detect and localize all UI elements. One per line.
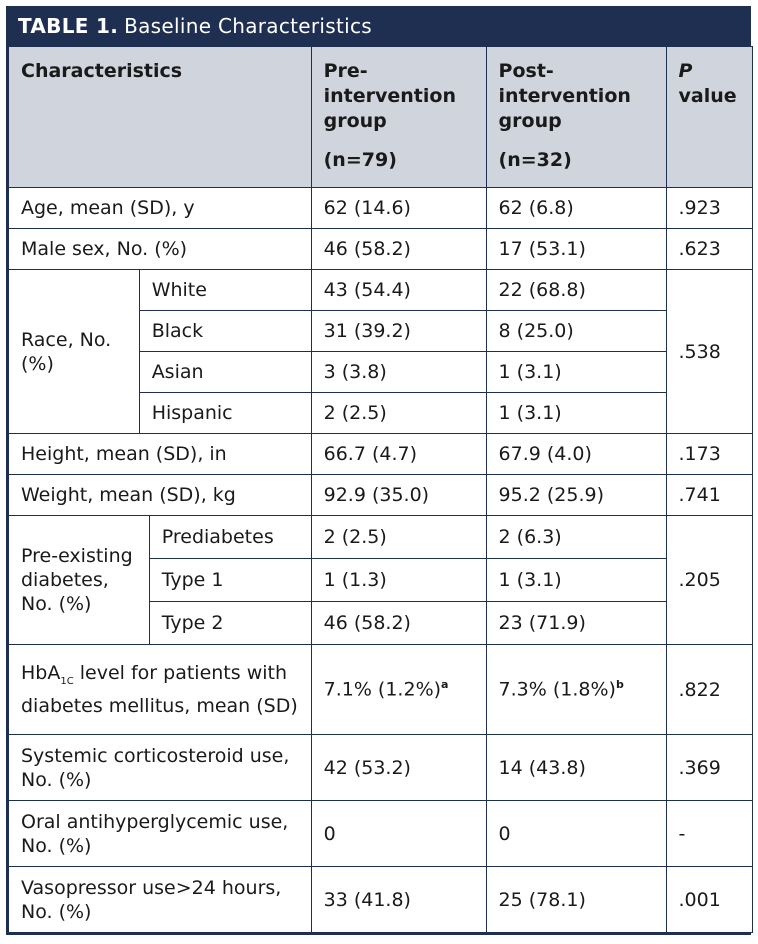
row-label: Vasopressor use>24 hours, No. (%)	[8, 866, 312, 933]
table-row: Race, No. (%) White 43 (54.4) 22 (68.8) …	[8, 269, 753, 434]
header-post-label: Post-intervention group	[498, 60, 631, 132]
row-label: Weight, mean (SD), kg	[8, 474, 312, 516]
table-row: Male sex, No. (%) 46 (58.2) 17 (53.1) .6…	[8, 228, 753, 270]
post-value: 23 (71.9)	[485, 601, 667, 645]
sub-label: Type 2	[148, 601, 312, 645]
table-row: Age, mean (SD), y 62 (14.6) 62 (6.8) .92…	[8, 187, 753, 229]
post-value: 1 (3.1)	[485, 392, 667, 434]
pre-value: 46 (58.2)	[310, 228, 487, 270]
hba1c-label-b: level for patients with diabetes mellitu…	[21, 662, 298, 717]
post-value: 14 (43.8)	[485, 734, 667, 801]
pre-value: 1 (1.3)	[310, 558, 487, 602]
table-row: Asian 3 (3.8) 1 (3.1)	[9, 351, 753, 393]
pre-value: 0	[310, 800, 487, 867]
header-characteristics: Characteristics	[8, 46, 312, 188]
sub-label: Prediabetes	[148, 515, 312, 559]
table-row: Black 31 (39.2) 8 (25.0)	[9, 310, 753, 352]
table-row: Hispanic 2 (2.5) 1 (3.1)	[9, 392, 753, 434]
table-row: Oral antihyperglycemic use, No. (%) 0 0 …	[8, 800, 753, 867]
pre-value: 2 (2.5)	[310, 392, 487, 434]
header-post: Post-intervention group (n=32)	[485, 46, 667, 188]
p-value: .205	[665, 515, 753, 645]
pre-value: 3 (3.8)	[310, 351, 487, 393]
p-value: .369	[665, 734, 753, 801]
table-row: Systemic corticosteroid use, No. (%) 42 …	[8, 734, 753, 801]
p-value: .001	[665, 866, 753, 933]
row-label: Systemic corticosteroid use, No. (%)	[8, 734, 312, 801]
footnote-b: b	[615, 678, 624, 692]
post-value: 62 (6.8)	[485, 187, 667, 229]
table-frame: Characteristics Pre-intervention group (…	[6, 46, 753, 935]
post-value: 7.3% (1.8%)b	[485, 644, 667, 735]
post-value: 22 (68.8)	[485, 269, 667, 311]
hba1c-label-a: HbA	[21, 662, 61, 685]
p-value: .538	[665, 269, 753, 434]
post-value: 1 (3.1)	[485, 558, 667, 602]
table-title: TABLE 1. Baseline Characteristics	[6, 6, 751, 46]
header-p-value: P value	[665, 46, 753, 188]
header-pre: Pre-intervention group (n=79)	[310, 46, 487, 188]
table-row: Type 2 46 (58.2) 23 (71.9)	[9, 601, 753, 645]
post-value: 95.2 (25.9)	[485, 474, 667, 516]
sub-label: White	[138, 269, 312, 311]
sub-label: Black	[138, 310, 312, 352]
table-row: HbA1C level for patients with diabetes m…	[8, 644, 753, 735]
post-value: 8 (25.0)	[485, 310, 667, 352]
pre-value: 43 (54.4)	[310, 269, 487, 311]
table-title-text: Baseline Characteristics	[124, 14, 372, 38]
table-number: TABLE 1.	[18, 14, 119, 38]
sub-label: Asian	[138, 351, 312, 393]
post-value-text: 7.3% (1.8%)	[498, 678, 616, 701]
baseline-table: Characteristics Pre-intervention group (…	[8, 46, 753, 933]
header-post-n: (n=32)	[498, 149, 572, 171]
pre-value: 31 (39.2)	[310, 310, 487, 352]
table-row: Type 1 1 (1.3) 1 (3.1)	[9, 558, 753, 602]
post-value: 0	[485, 800, 667, 867]
pre-value: 66.7 (4.7)	[310, 433, 487, 475]
pre-value: 2 (2.5)	[310, 515, 487, 559]
post-value: 17 (53.1)	[485, 228, 667, 270]
race-label: Race, No. (%)	[8, 269, 140, 434]
header-pre-label: Pre-intervention group	[323, 60, 456, 132]
post-value: 2 (6.3)	[485, 515, 667, 559]
post-value: 1 (3.1)	[485, 351, 667, 393]
p-value: .173	[665, 433, 753, 475]
pre-value-text: 7.1% (1.2%)	[323, 678, 442, 701]
row-label: Male sex, No. (%)	[8, 228, 312, 270]
post-value: 67.9 (4.0)	[485, 433, 667, 475]
header-row: Characteristics Pre-intervention group (…	[8, 46, 753, 188]
pre-value: 33 (41.8)	[310, 866, 487, 933]
table-container: TABLE 1. Baseline Characteristics Charac…	[6, 6, 753, 935]
table-row: Pre-existing diabetes, No. (%) Prediabet…	[8, 515, 753, 645]
header-pre-n: (n=79)	[323, 149, 397, 171]
row-label: Height, mean (SD), in	[8, 433, 312, 475]
p-value: -	[665, 800, 753, 867]
hba1c-subscript: 1C	[60, 675, 74, 687]
footnote-a: a	[441, 678, 449, 692]
diabetes-label: Pre-existing diabetes, No. (%)	[8, 515, 150, 645]
pre-value: 62 (14.6)	[310, 187, 487, 229]
pre-value: 92.9 (35.0)	[310, 474, 487, 516]
header-p-italic: P	[678, 60, 693, 82]
pre-value: 42 (53.2)	[310, 734, 487, 801]
table-row: Weight, mean (SD), kg 92.9 (35.0) 95.2 (…	[8, 474, 753, 516]
hba1c-label: HbA1C level for patients with diabetes m…	[8, 644, 312, 735]
pre-value: 7.1% (1.2%)a	[310, 644, 487, 735]
sub-label: Type 1	[148, 558, 312, 602]
row-label: Age, mean (SD), y	[8, 187, 312, 229]
p-value: .923	[665, 187, 753, 229]
pre-value: 46 (58.2)	[310, 601, 487, 645]
header-p-rest: value	[678, 85, 737, 107]
row-label: Oral antihyperglycemic use, No. (%)	[8, 800, 312, 867]
table-row: Height, mean (SD), in 66.7 (4.7) 67.9 (4…	[8, 433, 753, 475]
sub-label: Hispanic	[138, 392, 312, 434]
p-value: .822	[665, 644, 753, 735]
p-value: .741	[665, 474, 753, 516]
post-value: 25 (78.1)	[485, 866, 667, 933]
p-value: .623	[665, 228, 753, 270]
table-row: Vasopressor use>24 hours, No. (%) 33 (41…	[8, 866, 753, 933]
